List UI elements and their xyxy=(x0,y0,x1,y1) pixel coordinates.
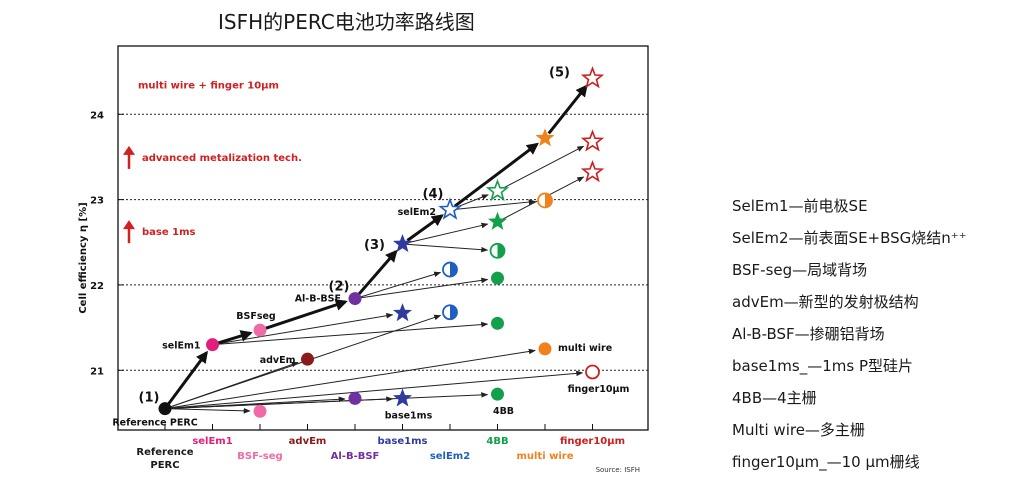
legend-item-al-b-bsf: Al-B-BSF—掺硼铝背场 xyxy=(732,325,885,343)
thin-arrow-11 xyxy=(354,277,489,300)
bold-path-segment-2 xyxy=(265,299,348,330)
efficiency-roadmap-chart: 21 22 23 24 Cell efficiency η [%] Reference P… xyxy=(78,45,649,474)
source-note: Source: ISFH xyxy=(596,466,640,474)
point-4bb-star-14 xyxy=(488,211,507,230)
annotation-base-1ms: base 1ms xyxy=(142,227,196,238)
y-tick-label-24: 24 xyxy=(90,110,104,121)
point-bsf-seg-circle-3 xyxy=(253,404,267,418)
point-advem-circle-4 xyxy=(301,352,314,366)
point-label-bsfseg: BSFseg xyxy=(236,311,275,322)
plot-frame xyxy=(117,45,649,431)
bold-path-segment-6 xyxy=(547,84,588,135)
bold-path-segment-1 xyxy=(217,330,253,345)
thin-arrow-10 xyxy=(354,271,442,300)
point-finger10um-star-open-23 xyxy=(580,129,605,152)
point-al-b-bsf-circle-6 xyxy=(348,391,362,405)
chart-title: ISFH的PERC电池功率路线图 xyxy=(218,10,475,34)
point-label-advem: advEm xyxy=(260,355,296,366)
point-4bb-half-15-fill xyxy=(497,243,505,258)
point-label-multi-wire: multi wire xyxy=(558,343,612,354)
point-multi-wire-half-20-fill xyxy=(545,193,552,208)
point-multi-wire-star-19 xyxy=(535,128,555,147)
point-finger10um-star-open-24 xyxy=(580,160,605,183)
point-selem2-star-open-10 xyxy=(438,197,462,220)
step-label-1: (1) xyxy=(139,391,160,406)
x-label-al-b-bsf: Al-B-BSF xyxy=(331,451,380,462)
point-base1ms-star-7 xyxy=(393,234,412,253)
marker-layer xyxy=(158,66,605,418)
x-label-advem: advEm xyxy=(289,436,327,447)
legend-item-selem1: SelEm1—前电极SE xyxy=(732,197,868,215)
thin-arrow-14 xyxy=(449,199,536,211)
x-label-multi-wire: multi wire xyxy=(516,451,573,462)
annotation-arrow-head-advanced-metalization-tech xyxy=(123,145,135,155)
label-layer: Reference PERC selEm1 BSF-seg advEm Al-B-BSF b… xyxy=(112,65,640,474)
thin-arrow-9 xyxy=(212,321,489,346)
legend-item-advem: advEm—新型的发射极结构 xyxy=(732,293,919,311)
annotation-multi-wire-finger-10um: multi wire + finger 10μm xyxy=(138,80,279,91)
point-base1ms-star-8 xyxy=(393,303,412,322)
legend-item-multi-wire: Multi wire—多主栅 xyxy=(732,421,865,439)
annotation-advanced-metalization-tech: advanced metalization tech. xyxy=(142,153,302,164)
x-label-4bb: 4BB xyxy=(486,436,508,447)
bold-path-segment-4 xyxy=(406,214,444,242)
bold-path-segment-5 xyxy=(453,142,539,208)
thin-arrow-17 xyxy=(497,145,585,192)
x-label-selem1: selEm1 xyxy=(192,436,232,447)
y-tick-label-22: 22 xyxy=(90,281,104,292)
point-label-selem2: selEm2 xyxy=(398,207,436,218)
point-label-al-b-bsf: Al-B-BSF xyxy=(295,294,341,305)
y-tick-label-21: 21 xyxy=(90,366,104,377)
x-label-selem2: selEm2 xyxy=(430,451,470,462)
y-axis-label: Cell efficiency η [%] xyxy=(78,202,89,313)
x-label-finger10um: finger10μm xyxy=(560,436,625,447)
arrow-layer xyxy=(164,84,588,414)
x-label-base1ms: base1ms xyxy=(378,436,428,447)
point-label-reference-perc: Reference PERC xyxy=(112,418,197,429)
point-4bb-circle-17 xyxy=(491,316,504,330)
thin-arrow-12 xyxy=(402,243,489,253)
thin-arrow-3 xyxy=(164,392,489,410)
bold-path-segment-3 xyxy=(357,249,398,296)
point-4bb-circle-16 xyxy=(491,271,504,285)
point-label-finger10um: finger10μm xyxy=(568,384,630,395)
legend-item-bsf-seg: BSF-seg—局域背场 xyxy=(732,261,868,279)
legend-item-finger10um: finger10μm_—10 μm栅线 xyxy=(732,453,920,471)
step-label-4: (4) xyxy=(423,187,444,202)
point-label-base1ms: base1ms xyxy=(385,410,433,421)
thin-arrow-13 xyxy=(402,222,489,245)
legend-item-selem2: SelEm2—前表面SE+BSG烧结n⁺⁺ xyxy=(732,229,967,247)
thin-arrow-4 xyxy=(164,370,584,410)
point-finger10um-star-open-22 xyxy=(580,66,605,89)
legend-item-4bb: 4BB—4主栅 xyxy=(732,389,817,407)
point-al-b-bsf-circle-5 xyxy=(348,292,362,306)
point-reference-perc-circle-0 xyxy=(158,402,172,416)
point-finger10um-circle-open-25 xyxy=(585,364,600,380)
step-label-2: (2) xyxy=(329,280,350,295)
point-base1ms-star-9 xyxy=(393,388,412,407)
point-4bb-circle-18 xyxy=(491,387,504,401)
annotation-arrow-head-base-1ms xyxy=(123,220,135,230)
axes-layer: 21 22 23 24 Cell efficiency η [%] xyxy=(78,45,649,431)
legend-item-base1ms: base1ms_—1ms P型硅片 xyxy=(732,357,914,375)
bold-path-segment-0 xyxy=(167,350,208,405)
thin-arrow-0 xyxy=(164,407,251,414)
x-label-reference-perc-1: PERC xyxy=(150,460,179,471)
step-label-5: (5) xyxy=(549,65,570,80)
thin-arrow-5 xyxy=(164,348,536,410)
point-bsf-seg-circle-2 xyxy=(253,323,267,337)
point-label-selem1: selEm1 xyxy=(162,341,200,352)
step-label-3: (3) xyxy=(364,238,385,253)
abbreviation-legend: SelEm1—前电极SE SelEm2—前表面SE+BSG烧结n⁺⁺ BSF-s… xyxy=(732,190,967,478)
point-selem2-half-11-fill xyxy=(450,262,458,277)
y-tick-label-23: 23 xyxy=(90,196,104,207)
point-multi-wire-circle-21 xyxy=(538,342,552,356)
x-label-bsf-seg: BSF-seg xyxy=(237,451,282,462)
point-4bb-star-open-13 xyxy=(485,178,510,202)
point-selem1-circle-1 xyxy=(206,338,219,352)
point-selem2-half-12-fill xyxy=(450,305,458,320)
x-label-reference-perc-0: Reference xyxy=(136,447,193,458)
point-label-4bb: 4BB xyxy=(493,406,514,417)
